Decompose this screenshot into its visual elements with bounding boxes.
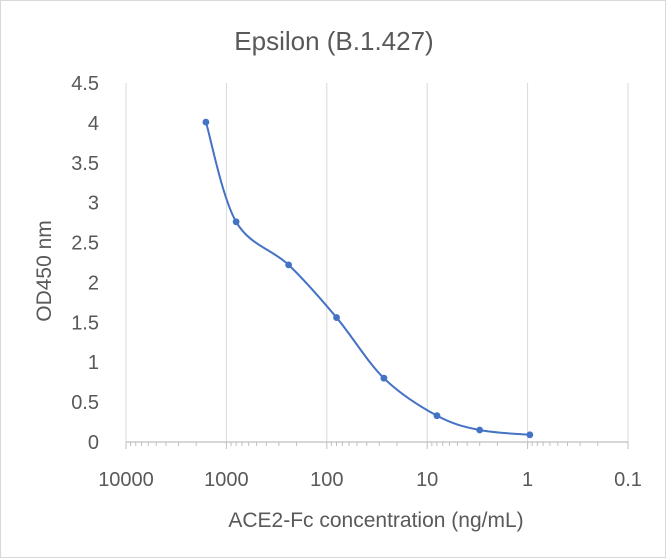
y-tick-label-8: 4: [88, 113, 99, 135]
x-tick-label-4: 1: [522, 469, 533, 491]
data-point-3: [333, 314, 340, 321]
data-point-5: [433, 412, 441, 420]
y-tick-label-4: 2: [88, 272, 99, 294]
data-points: [202, 118, 534, 439]
data-point-0: [202, 118, 210, 126]
y-tick-label-9: 4.5: [71, 73, 99, 95]
x-axis-label: ACE2-Fc concentration (ng/mL): [228, 509, 523, 532]
y-tick-label-3: 1.5: [71, 312, 99, 334]
x-tick-label-0: 10000: [98, 469, 154, 491]
series-line-0: [204, 121, 530, 436]
y-tick-label-6: 3: [88, 193, 99, 215]
gridlines: [125, 83, 629, 442]
chart-title: Epsilon (B.1.427): [234, 26, 433, 56]
y-tick-label-5: 2.5: [71, 233, 99, 255]
x-tick-label-1: 1000: [204, 469, 249, 491]
data-point-1: [232, 218, 240, 226]
data-point-2: [285, 261, 293, 269]
axes: [125, 441, 629, 449]
data-point-4: [380, 374, 388, 382]
x-tick-label-3: 10: [416, 469, 438, 491]
y-axis-label: OD450 nm: [33, 220, 56, 322]
x-tick-label-2: 100: [310, 469, 343, 491]
y-tick-label-2: 1: [88, 352, 99, 374]
series-line: [204, 121, 530, 436]
data-point-7: [526, 431, 534, 439]
y-tick-label-1: 0.5: [71, 392, 99, 414]
y-tick-label-7: 3.5: [71, 153, 99, 175]
data-point-6: [476, 426, 484, 434]
x-tick-labels: 10000 1000 100 10 1 0.1: [98, 469, 642, 491]
y-tick-label-0: 0: [88, 432, 99, 454]
x-tick-label-5: 0.1: [614, 469, 642, 491]
y-tick-labels: 0 0.5 1 1.5 2 2.5 3 3.5 4 4.5: [71, 73, 99, 454]
